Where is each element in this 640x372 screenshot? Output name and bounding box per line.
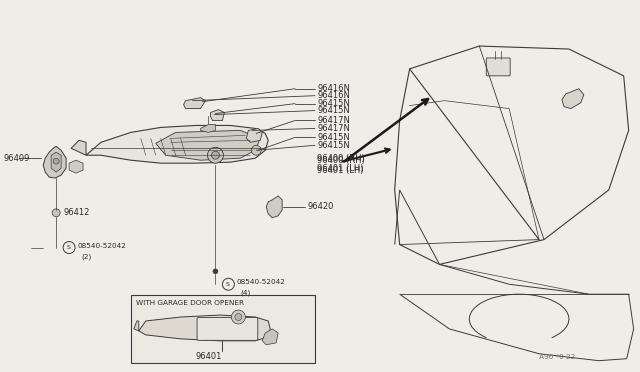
Circle shape [211, 151, 220, 159]
Text: 08540-52042: 08540-52042 [236, 279, 285, 285]
Polygon shape [139, 315, 270, 341]
FancyBboxPatch shape [486, 58, 510, 76]
Text: 96400 (RH): 96400 (RH) [317, 156, 365, 165]
Text: 96412: 96412 [63, 208, 90, 217]
Text: 96401 (LH): 96401 (LH) [317, 164, 364, 173]
Text: 96409: 96409 [3, 154, 29, 163]
FancyBboxPatch shape [131, 295, 315, 363]
Text: 96401: 96401 [196, 352, 222, 361]
Circle shape [252, 145, 261, 155]
Circle shape [207, 147, 223, 163]
Polygon shape [211, 110, 225, 121]
Polygon shape [200, 125, 216, 132]
Text: S: S [225, 282, 229, 287]
Text: (2): (2) [81, 253, 92, 260]
Circle shape [213, 269, 218, 274]
Polygon shape [71, 140, 86, 155]
Polygon shape [51, 152, 61, 172]
Text: (4): (4) [241, 290, 251, 296]
Polygon shape [562, 89, 584, 109]
Text: 96415N: 96415N [317, 99, 350, 108]
Polygon shape [134, 321, 139, 331]
Text: WITH GARAGE DOOR OPENER: WITH GARAGE DOOR OPENER [136, 300, 244, 306]
Circle shape [52, 209, 60, 217]
Circle shape [235, 314, 242, 321]
Text: A96 *0 22: A96 *0 22 [539, 354, 575, 360]
Text: 96417N: 96417N [317, 124, 350, 133]
Polygon shape [246, 128, 262, 142]
Text: 96417N: 96417N [317, 116, 350, 125]
Text: 08540-52042: 08540-52042 [77, 243, 126, 248]
Text: 96416N: 96416N [317, 91, 350, 100]
Text: 96415N: 96415N [317, 141, 350, 150]
Text: 96416N: 96416N [317, 84, 350, 93]
Polygon shape [86, 125, 268, 163]
FancyBboxPatch shape [197, 318, 258, 340]
Polygon shape [262, 329, 278, 345]
Text: 96415N: 96415N [317, 133, 350, 142]
Polygon shape [44, 146, 66, 178]
Text: 96420: 96420 [307, 202, 333, 211]
Polygon shape [69, 160, 83, 173]
Circle shape [232, 310, 245, 324]
Text: 96400 (RH): 96400 (RH) [317, 154, 365, 163]
Polygon shape [156, 131, 260, 160]
Circle shape [53, 158, 59, 164]
Text: 96401 (LH): 96401 (LH) [317, 166, 364, 174]
Polygon shape [184, 98, 205, 109]
Text: 96415N: 96415N [317, 106, 350, 115]
Polygon shape [266, 196, 282, 218]
Polygon shape [395, 46, 628, 264]
Text: S: S [66, 245, 70, 250]
